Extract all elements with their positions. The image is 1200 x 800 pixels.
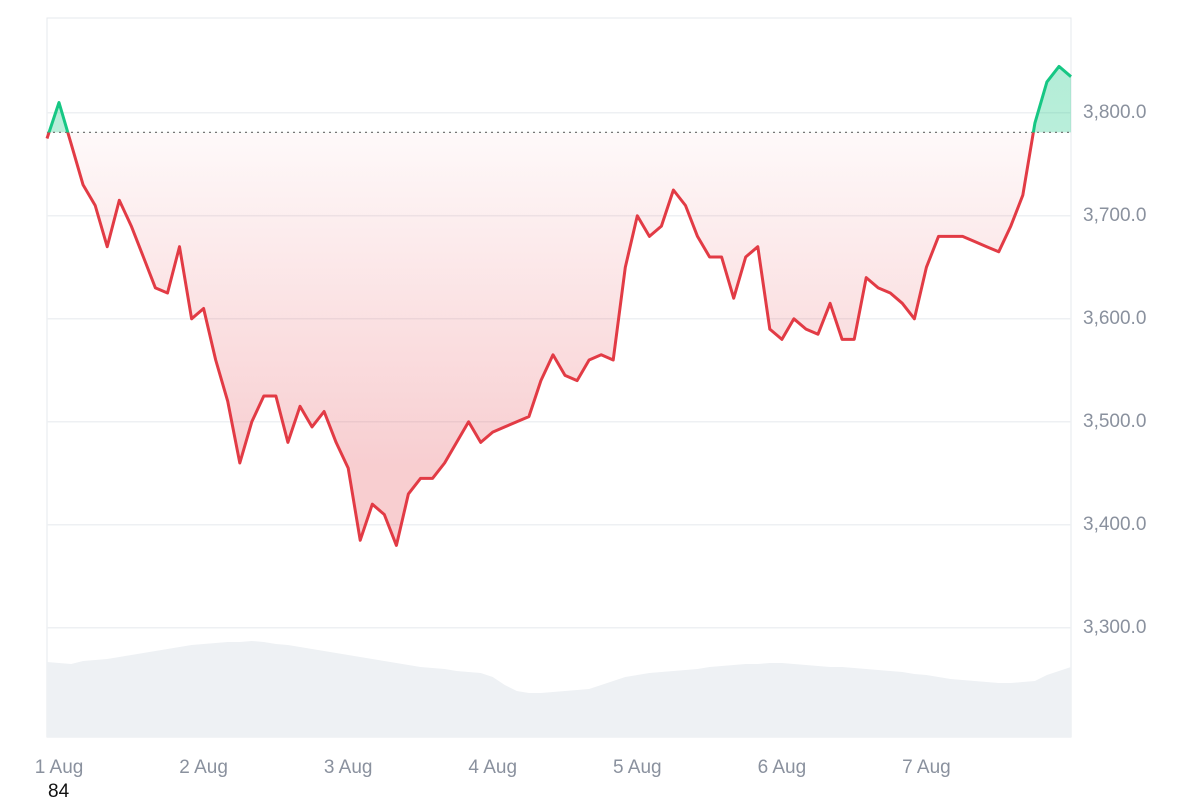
y-tick-label: 3,700.0 xyxy=(1083,205,1146,226)
y-tick-label: 3,600.0 xyxy=(1083,308,1146,329)
x-tick-label: 6 Aug xyxy=(758,757,807,778)
plot-frame xyxy=(46,17,1072,738)
x-tick-label: 7 Aug xyxy=(902,757,951,778)
y-tick-label: 3,800.0 xyxy=(1083,102,1146,123)
price-line xyxy=(45,64,1072,547)
footer-text: 84 xyxy=(48,781,70,800)
y-tick-label: 3,400.0 xyxy=(1083,514,1146,535)
y-tick-label: 3,500.0 xyxy=(1083,411,1146,432)
x-tick-label: 2 Aug xyxy=(179,757,228,778)
x-tick-label: 1 Aug xyxy=(35,757,84,778)
x-tick-label: 4 Aug xyxy=(468,757,517,778)
price-area xyxy=(47,66,1071,546)
x-tick-label: 3 Aug xyxy=(324,757,373,778)
y-tick-label: 3,300.0 xyxy=(1083,617,1146,638)
x-tick-label: 5 Aug xyxy=(613,757,662,778)
volume-area xyxy=(47,641,1071,737)
